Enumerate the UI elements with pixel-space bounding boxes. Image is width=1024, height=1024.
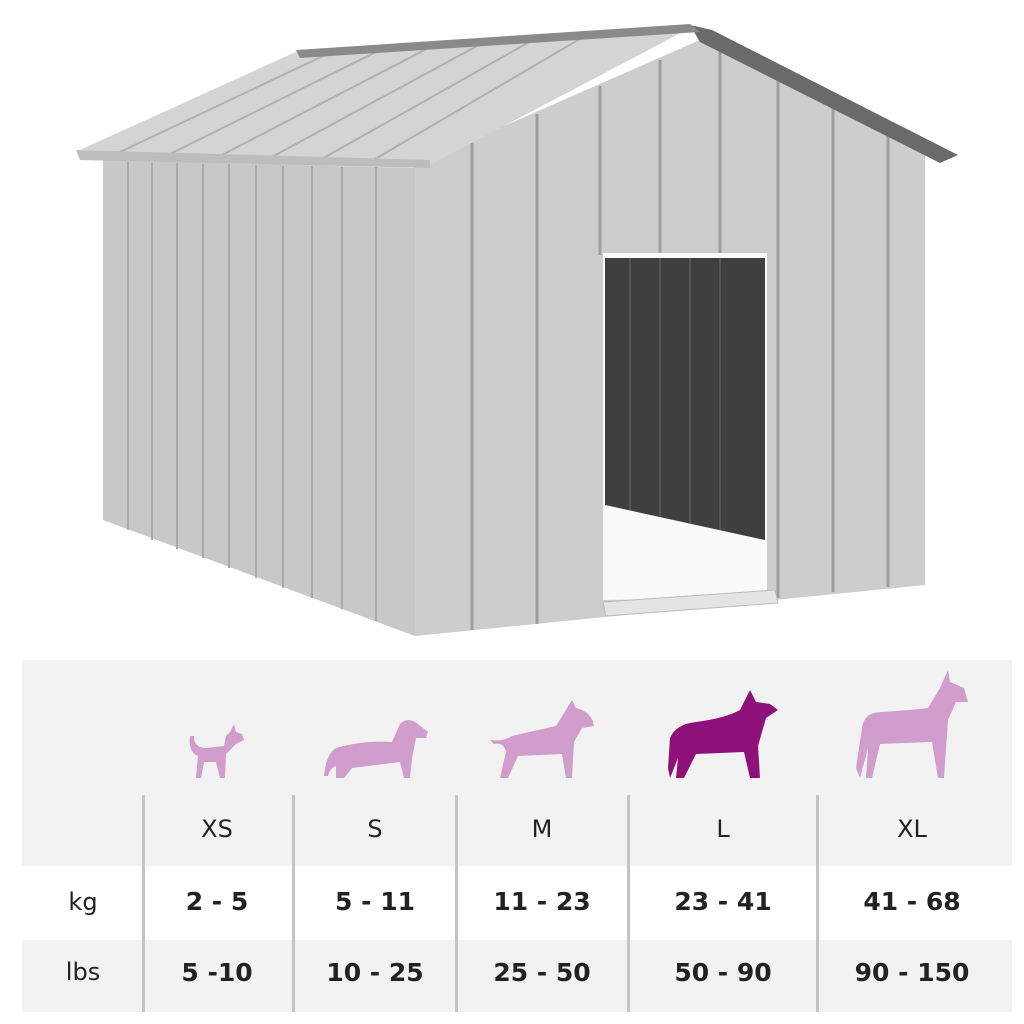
dog-xs-icon bbox=[189, 724, 244, 778]
kg-value-l: 23 - 41 bbox=[674, 887, 772, 916]
lbs-value-xl: 90 - 150 bbox=[854, 958, 970, 987]
door-interior bbox=[605, 258, 765, 540]
shed-left-wall bbox=[103, 160, 415, 636]
size-header-m: M bbox=[531, 815, 553, 843]
kg-value-xl: 41 - 68 bbox=[863, 887, 961, 916]
size-header-xs: XS bbox=[201, 815, 233, 843]
dog-xl-icon bbox=[856, 670, 968, 778]
shed-left-wall-ribs bbox=[127, 162, 377, 621]
row-label-kg: kg bbox=[68, 888, 98, 916]
dog-l-icon bbox=[668, 690, 778, 778]
kg-value-s: 5 - 11 bbox=[335, 887, 415, 916]
size-chart-header-band bbox=[22, 660, 1012, 866]
size-header-s: S bbox=[367, 815, 383, 843]
dog-silhouette bbox=[668, 690, 778, 778]
size-chart-lbs-band bbox=[22, 940, 1012, 1012]
size-header-l: L bbox=[716, 815, 730, 843]
row-label-lbs: lbs bbox=[65, 958, 101, 986]
column-divider bbox=[142, 795, 145, 1012]
size-chart-kg-band bbox=[22, 866, 1012, 940]
lbs-value-m: 25 - 50 bbox=[493, 958, 591, 987]
dog-kennel-image bbox=[76, 24, 958, 636]
dog-silhouette bbox=[856, 670, 968, 778]
dog-silhouette bbox=[490, 700, 594, 778]
dog-silhouette bbox=[324, 720, 428, 778]
column-divider bbox=[816, 795, 819, 1012]
lbs-value-s: 10 - 25 bbox=[326, 958, 424, 987]
shed-roof-right bbox=[690, 25, 958, 163]
shed-roof-eave bbox=[76, 150, 430, 168]
shed-front-wall-ribs bbox=[470, 48, 890, 630]
lbs-value-l: 50 - 90 bbox=[674, 958, 772, 987]
column-divider bbox=[455, 795, 458, 1012]
dog-m-icon bbox=[490, 700, 594, 778]
size-header-xl: XL bbox=[897, 815, 927, 843]
column-divider bbox=[627, 795, 630, 1012]
kg-value-xs: 2 - 5 bbox=[185, 887, 249, 916]
column-divider bbox=[292, 795, 295, 1012]
door-ramp bbox=[602, 589, 779, 617]
dog-silhouette bbox=[189, 724, 244, 778]
dog-s-icon bbox=[324, 720, 428, 778]
kg-value-m: 11 - 23 bbox=[493, 887, 591, 916]
lbs-value-xs: 5 -10 bbox=[181, 958, 253, 987]
shed-roof-ridge bbox=[296, 24, 700, 58]
